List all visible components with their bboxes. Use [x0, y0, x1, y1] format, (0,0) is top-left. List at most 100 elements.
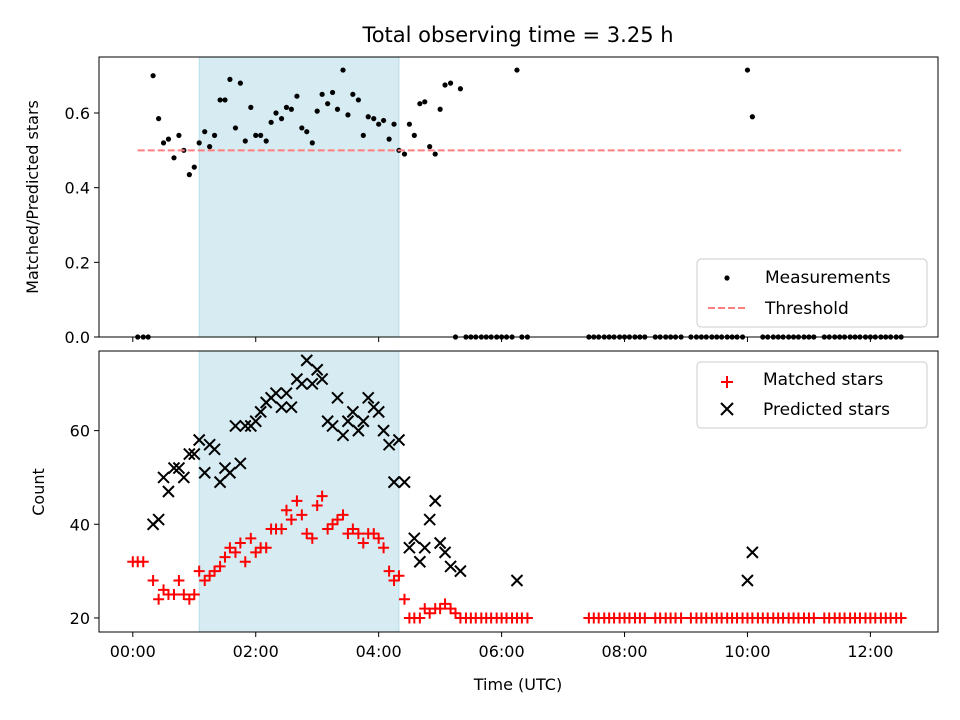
ratio-plot: 0.0 0.2 0.4 0.6 Matched/Predicted stars Mea…	[23, 56, 939, 347]
count-y-axis-label: Count	[29, 468, 48, 516]
predicted-star-point	[300, 354, 313, 367]
matched-star-point	[204, 570, 216, 582]
measurement-point	[278, 116, 285, 122]
measurement-point	[749, 114, 755, 120]
chart-title: Total observing time = 3.25 h	[361, 23, 673, 47]
matched-star-point	[895, 612, 907, 624]
measurement-point	[427, 144, 433, 150]
matched-star-point	[419, 603, 431, 615]
matched-star-point	[250, 546, 262, 558]
legend-measurements-marker	[724, 275, 730, 281]
predicted-star-point	[408, 532, 421, 545]
measurement-point	[432, 151, 438, 157]
count-legend-box	[696, 361, 928, 429]
measurement-point	[222, 97, 228, 103]
matched-star-point	[439, 598, 451, 610]
measurement-point	[386, 136, 392, 142]
measurement-point	[227, 76, 233, 82]
ratio-ytick-label: 0.2	[65, 253, 90, 272]
measurement-point	[232, 125, 239, 131]
matched-star-point	[178, 589, 190, 601]
matched-star-point	[153, 593, 165, 605]
count-ytick-label: 60	[70, 422, 90, 441]
measurement-point	[217, 97, 223, 103]
matched-star-point	[276, 523, 288, 535]
predicted-star-point	[223, 466, 237, 479]
predicted-star-point	[285, 400, 298, 414]
predicted-star-point	[387, 475, 401, 489]
predicted-star-point	[398, 475, 411, 489]
predicted-star-point	[213, 475, 227, 489]
matched-star-point	[414, 612, 426, 624]
measurement-point	[150, 73, 156, 79]
matched-star-point	[639, 612, 651, 624]
measurement-point	[253, 132, 259, 138]
xtick-label: 00:00	[110, 642, 156, 661]
predicted-star-point	[444, 560, 457, 573]
ratio-ytick-label: 0.4	[65, 179, 90, 198]
measurement-point	[299, 125, 305, 131]
ratio-legend: Measurements Threshold	[696, 258, 928, 328]
matched-star-point	[378, 542, 390, 554]
matched-star-point	[224, 542, 236, 554]
xtick-label: 02:00	[233, 642, 279, 661]
matched-star-point	[260, 542, 272, 554]
measurement-point	[191, 164, 197, 170]
ratio-plot-frame	[98, 56, 939, 338]
measurement-point	[294, 93, 300, 99]
matched-star-point	[316, 490, 328, 502]
measurement-point	[442, 82, 448, 88]
predicted-star-point	[177, 471, 191, 484]
measurement-point	[309, 140, 315, 146]
predicted-star-point	[188, 447, 201, 461]
predicted-star-point	[382, 438, 396, 451]
count-legend: Matched stars Predicted stars	[696, 361, 928, 429]
predicted-star-point	[306, 377, 319, 390]
predicted-star-point	[152, 513, 165, 526]
predicted-star-point	[377, 424, 390, 437]
measurement-point	[237, 80, 243, 86]
measurement-point	[288, 106, 294, 112]
predicted-star-point	[239, 419, 252, 433]
measurement-point	[242, 138, 248, 144]
legend-measurements-label: Measurements	[765, 268, 891, 288]
measurement-point	[258, 132, 264, 138]
measurement-point	[744, 67, 751, 73]
matched-star-point	[424, 607, 436, 619]
matched-star-point	[521, 612, 533, 624]
predicted-star-point	[403, 541, 416, 554]
predicted-star-point	[280, 386, 293, 400]
matched-star-point	[347, 523, 359, 535]
measurement-point	[268, 119, 274, 125]
xtick-label: 06:00	[479, 642, 525, 661]
measurement-point	[391, 121, 397, 127]
matched-star-point	[368, 528, 380, 540]
measurement-point	[376, 121, 382, 127]
legend-threshold-label: Threshold	[764, 299, 849, 319]
matched-star-point	[199, 574, 211, 586]
predicted-star-point	[454, 564, 467, 578]
measurement-point	[365, 114, 371, 120]
matched-star-point	[393, 570, 405, 582]
predicted-star-point	[167, 461, 181, 475]
matched-star-point	[209, 565, 221, 577]
predicted-star-point	[746, 546, 759, 559]
matched-star-point	[398, 593, 410, 605]
predicted-star-point	[352, 424, 365, 437]
matched-star-point	[219, 551, 231, 563]
predicted-star-point	[208, 443, 221, 456]
ratio-y-axis-label: Matched/Predicted stars	[23, 100, 42, 294]
measurement-point	[457, 86, 464, 92]
predicted-star-point	[418, 541, 431, 554]
ratio-ytick-label: 0.6	[65, 104, 90, 123]
measurement-point	[325, 101, 331, 107]
matched-star-point	[675, 612, 687, 624]
matched-star-point	[229, 546, 241, 558]
measurement-point	[437, 106, 443, 112]
measurement-point	[360, 132, 366, 138]
measurement-point	[319, 91, 325, 97]
measurement-point	[417, 101, 423, 107]
predicted-star-point	[510, 574, 524, 587]
matched-star-point	[327, 518, 339, 530]
matched-star-point	[245, 532, 257, 544]
